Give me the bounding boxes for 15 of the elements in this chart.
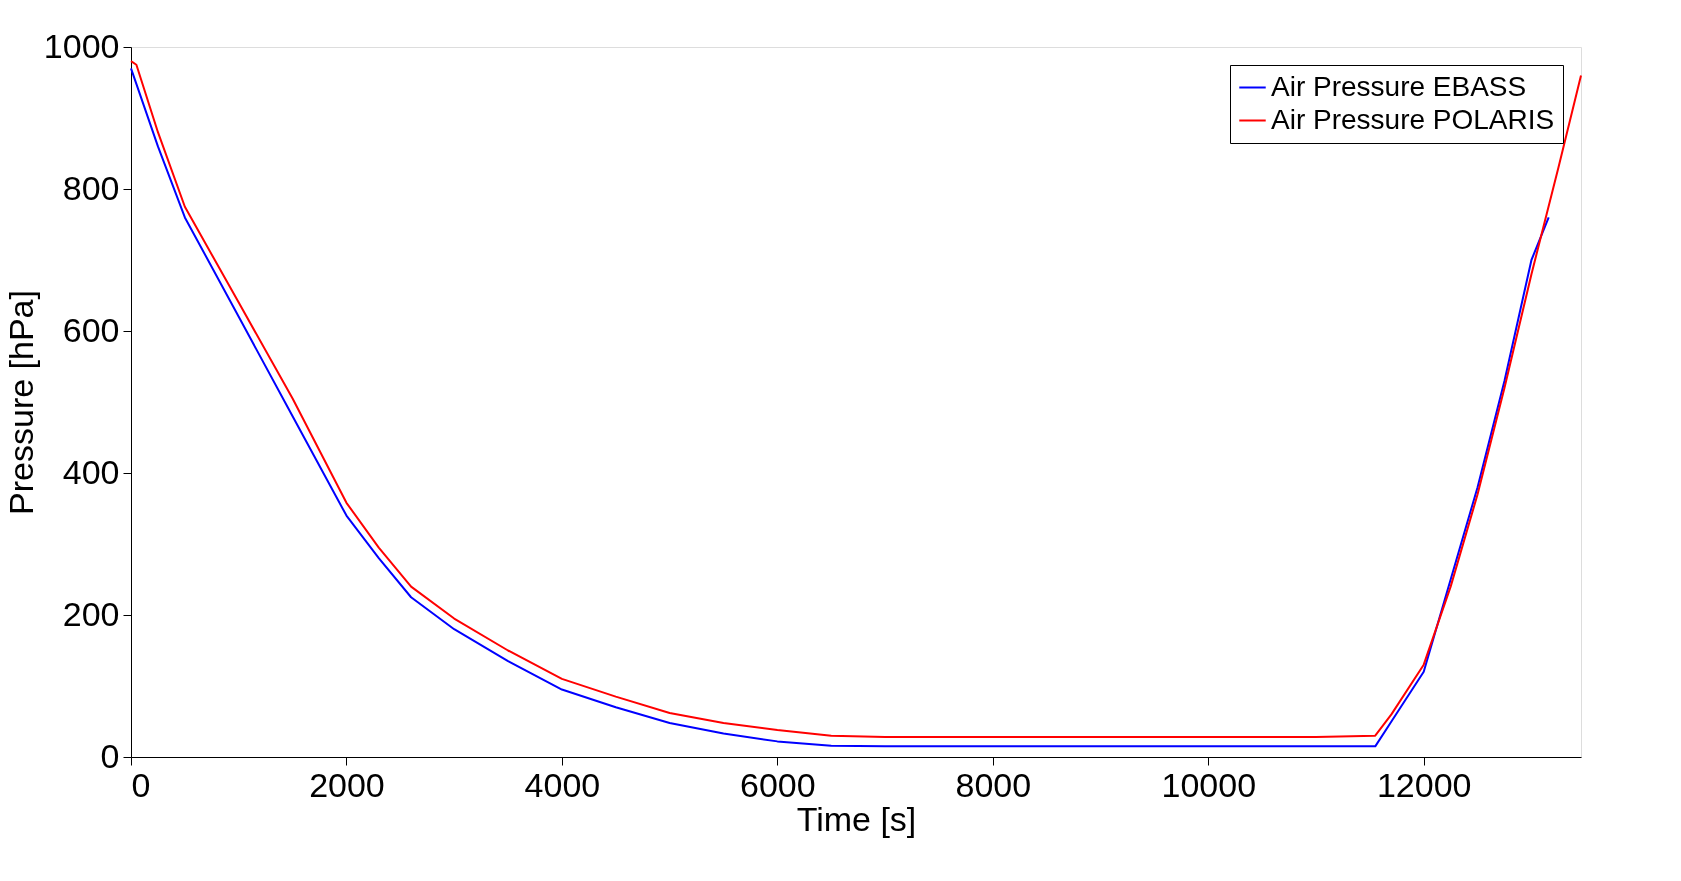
x-tick-label: 10000 [1161, 765, 1257, 804]
x-tick-label: 0 [131, 765, 151, 804]
x-tick-label: 8000 [955, 765, 1032, 804]
y-axis-title: Pressure [hPa] [1, 290, 40, 515]
y-tick-label: 1000 [43, 26, 120, 65]
y-tick-label: 0 [100, 736, 120, 775]
y-tick-label: 200 [62, 594, 120, 633]
x-tick-label: 12000 [1376, 765, 1472, 804]
y-tick-label: 800 [62, 168, 120, 207]
legend-label: Air Pressure EBASS [1271, 70, 1527, 102]
legend-label: Air Pressure POLARIS [1271, 103, 1555, 135]
x-tick-label: 4000 [524, 765, 601, 804]
y-tick-label: 400 [62, 452, 120, 491]
y-tick-label: 600 [62, 310, 120, 349]
x-tick-label: 2000 [309, 765, 385, 804]
